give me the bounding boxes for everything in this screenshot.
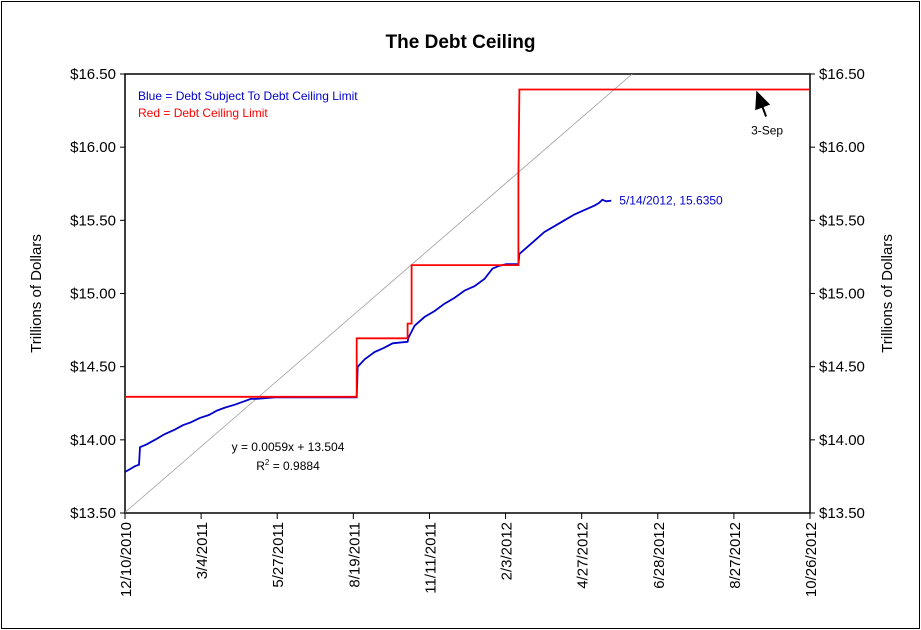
chart-title: The Debt Ceiling [386,32,536,53]
y-tick-label-left: $14.00 [70,432,116,449]
x-tick-label: 10/26/2012 [803,522,820,597]
y-tick-label-left: $16.50 [70,66,116,83]
y-tick-label-left: $16.00 [70,139,116,156]
annotation-arrow [755,90,771,117]
y-tick-label-right: $15.00 [819,286,865,303]
ceiling-series-line [125,88,810,398]
x-tick-label: 2/3/2012 [499,522,516,580]
arrow-label: 3-Sep [751,124,783,138]
y-axis-title-right: Trillions of Dollars [879,234,896,353]
y-tick-label-right: $15.50 [819,212,865,229]
y-tick-label-right: $14.00 [819,432,865,449]
y-axis-title-left: Trillions of Dollars [28,234,45,353]
legend-item-ceiling: Red = Debt Ceiling Limit [138,106,268,120]
r-squared-label: R2 = 0.9884 [256,458,320,473]
trend-line [125,74,633,513]
regression-equation: y = 0.0059x + 13.504 [232,440,345,454]
x-tick-label: 3/4/2011 [194,522,211,579]
x-tick-label: 12/10/2010 [118,522,135,597]
plot-area [124,73,811,514]
y-tick-label-right: $16.50 [819,66,865,83]
y-tick-label-right: $13.50 [819,505,865,522]
x-tick-label: 5/27/2011 [270,522,287,588]
legend-item-debt: Blue = Debt Subject To Debt Ceiling Limi… [138,89,358,103]
x-tick-label: 6/28/2012 [651,522,668,589]
x-tick-label: 8/19/2011 [346,522,363,588]
y-tick-label-left: $15.00 [70,286,116,303]
y-tick-label-left: $13.50 [70,505,116,522]
y-tick-label-right: $16.00 [819,139,865,156]
point-label: 5/14/2012, 15.6350 [619,194,723,208]
debt-series-line [125,198,612,473]
x-tick-label: 8/27/2012 [727,522,744,589]
y-tick-label-left: $15.50 [70,212,116,229]
x-tick-label: 11/11/2011 [422,522,439,594]
x-tick-label: 4/27/2012 [575,522,592,589]
y-tick-label-left: $14.50 [70,359,116,376]
y-tick-label-right: $14.50 [819,359,865,376]
